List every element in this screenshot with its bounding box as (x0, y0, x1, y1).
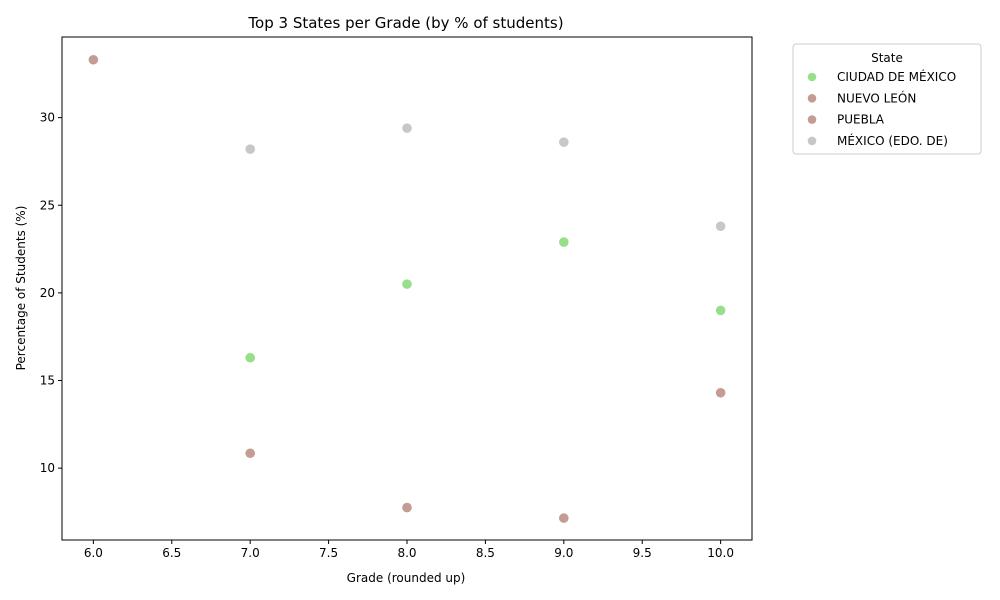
data-point (402, 502, 412, 513)
y-tick-label: 25 (40, 198, 55, 212)
data-points (88, 54, 726, 523)
legend-marker (807, 136, 817, 146)
data-point (402, 123, 412, 133)
legend-label: MÉXICO (EDO. DE) (837, 133, 948, 148)
y-tick-label: 20 (40, 286, 55, 300)
legend-marker (807, 115, 817, 124)
x-tick-label: 10.0 (707, 546, 734, 560)
y-tick-label: 15 (40, 374, 55, 388)
x-tick-label: 7.0 (241, 546, 260, 560)
x-axis-label: Grade (rounded up) (347, 571, 466, 585)
x-tick-label: 9.5 (633, 546, 652, 560)
data-point (245, 352, 255, 363)
data-point (402, 279, 412, 289)
data-point (559, 137, 569, 147)
data-point (88, 54, 99, 65)
y-tick-label: 10 (40, 461, 55, 475)
legend-marker (807, 94, 817, 103)
data-point (715, 387, 726, 398)
x-axis-ticks: 6.0 6.5 7.0 7.5 8.0 8.5 9.0 9.5 10.0 (84, 540, 734, 560)
x-tick-label: 6.5 (162, 546, 181, 560)
legend-box (792, 43, 982, 155)
data-point (245, 448, 255, 459)
legend-label: PUEBLA (837, 113, 885, 127)
legend-label: CIUDAD DE MÉXICO (837, 69, 956, 84)
y-axis-label: Percentage of Students (%) (14, 206, 28, 371)
legend-title: State (871, 51, 903, 65)
x-tick-label: 9.0 (554, 546, 573, 560)
legend-label: NUEVO LEÓN (837, 90, 916, 105)
data-point (559, 237, 569, 247)
legend-items: CIUDAD DE MÉXICO NUEVO LEÓN PUEBLA MÉXICO (… (807, 69, 956, 148)
data-point (715, 221, 726, 232)
data-point (559, 513, 569, 523)
y-tick-label: 30 (40, 111, 55, 125)
x-tick-label: 7.5 (319, 546, 338, 560)
x-tick-label: 6.0 (84, 546, 103, 560)
legend: State CIUDAD DE MÉXICO NUEVO LEÓN PUEBLA MÉ… (792, 43, 982, 155)
y-axis-ticks: 10 15 20 25 30 (40, 111, 62, 475)
chart-title: Top 3 States per Grade (by % of students… (247, 14, 563, 32)
x-tick-label: 8.5 (476, 546, 495, 560)
legend-marker (807, 72, 817, 82)
data-point (245, 144, 255, 154)
x-tick-label: 8.0 (397, 546, 416, 560)
data-point (715, 305, 726, 316)
